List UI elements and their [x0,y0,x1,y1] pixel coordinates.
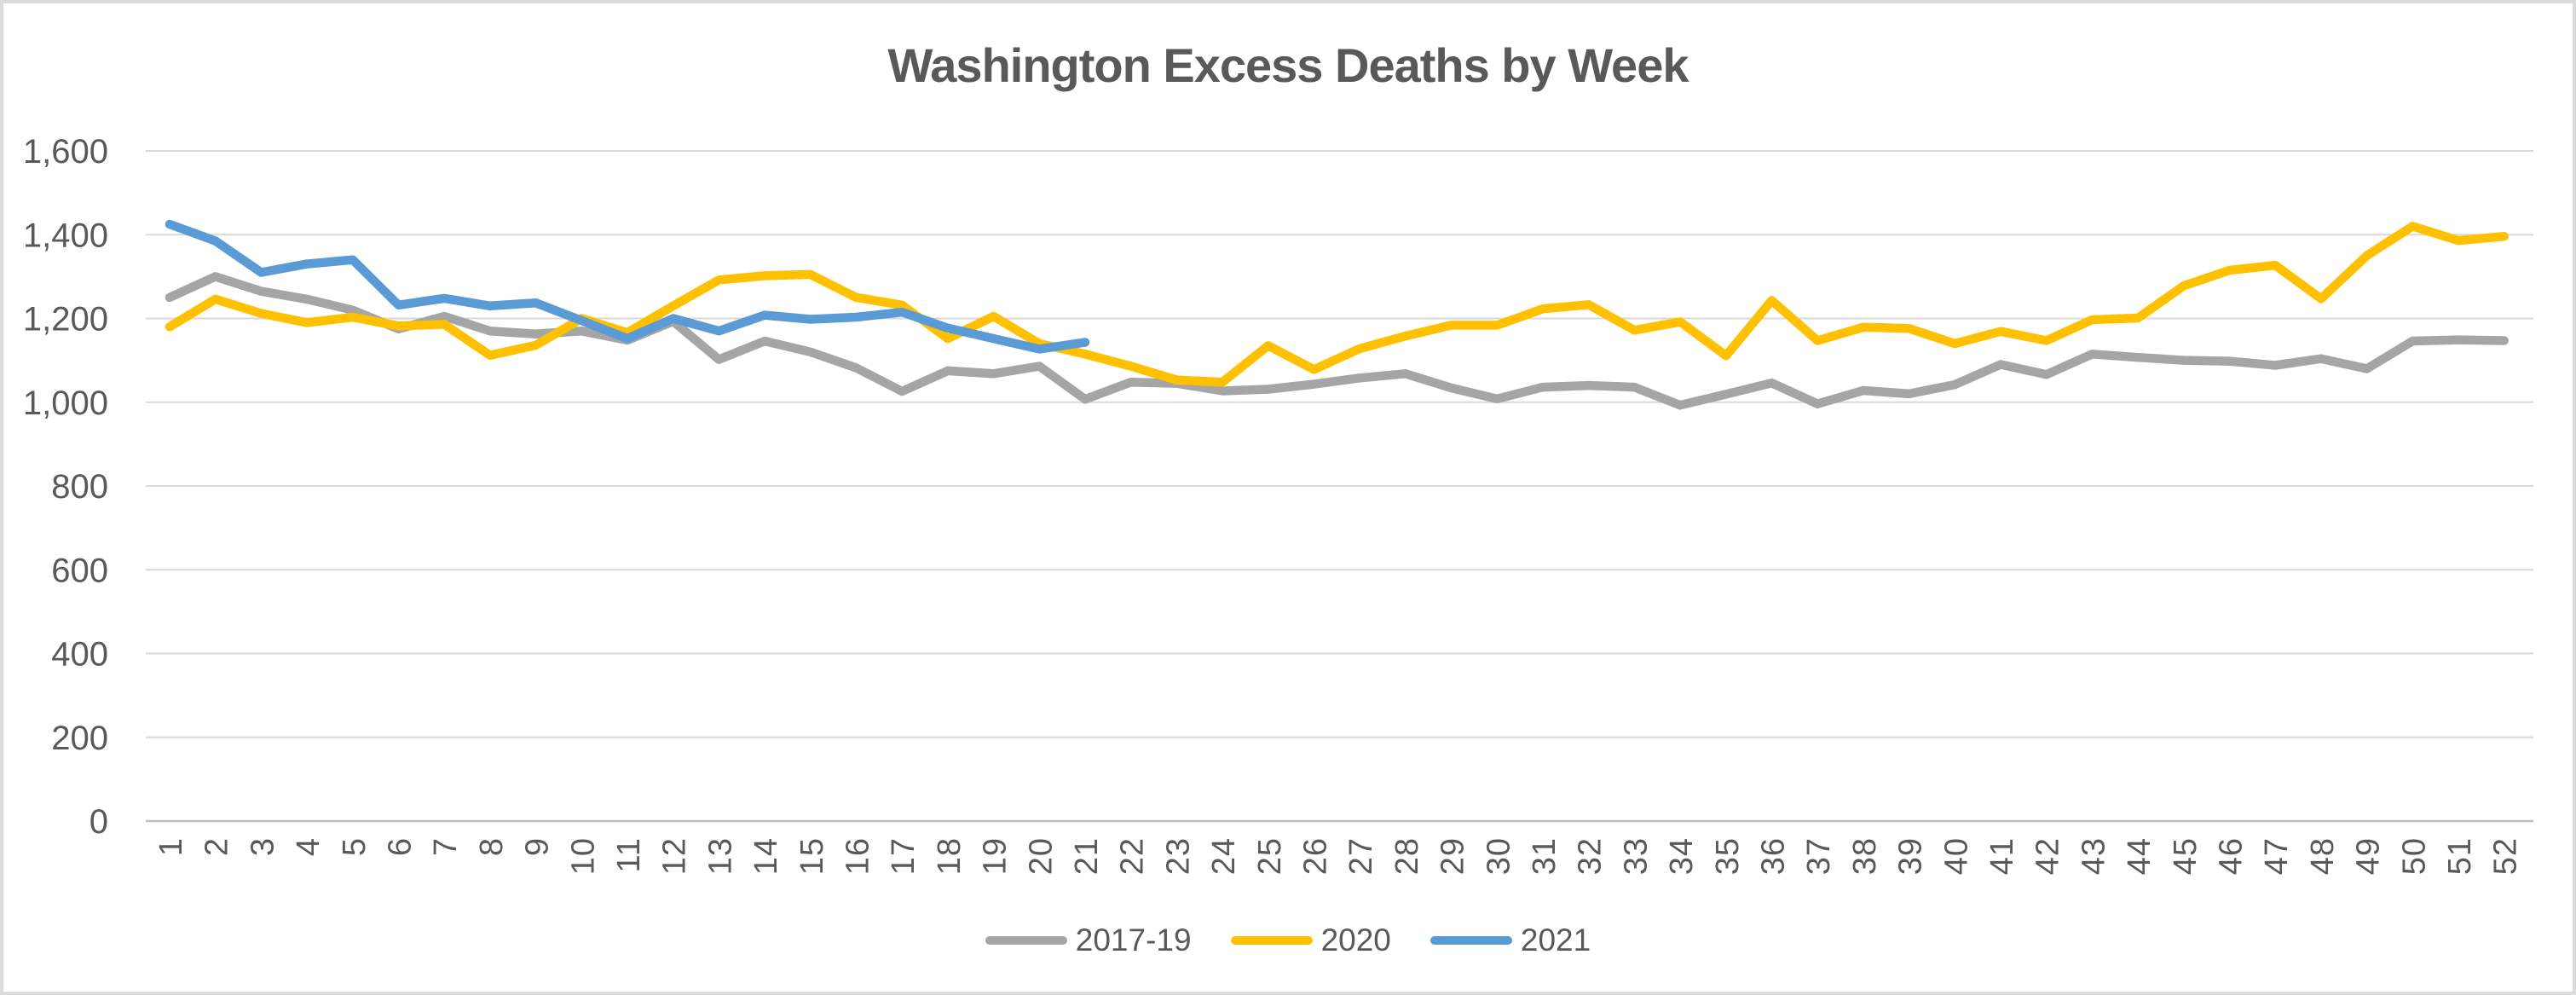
legend-swatch-2021 [1430,936,1512,945]
x-tick-label: 29 [1435,837,1471,875]
x-tick-label: 30 [1481,837,1516,875]
x-tick-label: 51 [2442,837,2478,875]
x-tick-label: 16 [840,837,876,875]
x-tick-label: 49 [2351,837,2387,875]
x-tick-label: 1 [153,837,189,856]
x-tick-label: 12 [657,837,693,875]
x-tick-label: 48 [2305,837,2341,875]
x-tick-label: 5 [337,837,373,856]
x-tick-label: 3 [245,837,280,856]
x-tick-label: 15 [794,837,830,875]
legend-swatch-2020 [1230,936,1313,945]
x-tick-label: 52 [2488,837,2524,875]
x-tick-label: 28 [1389,837,1425,875]
x-tick-label: 25 [1252,837,1288,875]
x-tick-label: 23 [1160,837,1196,875]
x-tick-label: 44 [2122,837,2157,875]
x-tick-label: 18 [932,837,967,875]
x-tick-label: 8 [474,837,510,856]
legend-item-2020: 2020 [1230,923,1391,958]
x-tick-label: 17 [886,837,921,875]
y-tick-label: 400 [51,636,108,674]
x-tick-label: 26 [1298,837,1334,875]
x-tick-label: 7 [428,837,464,856]
x-tick-label: 35 [1710,837,1746,875]
x-tick-label: 27 [1343,837,1379,875]
y-tick-label: 0 [90,803,108,841]
x-tick-label: 47 [2259,837,2295,875]
x-tick-label: 6 [383,837,419,856]
x-tick-label: 24 [1206,837,1242,875]
legend-item-2017-19: 2017-19 [985,923,1192,958]
legend-label-2017-19: 2017-19 [1075,923,1192,957]
x-tick-label: 32 [1573,837,1609,875]
x-tick-label: 4 [291,837,326,856]
legend-label-2020: 2020 [1320,923,1391,957]
x-tick-label: 19 [978,837,1014,875]
legend: 2017-19 2020 2021 [3,923,2573,958]
x-tick-label: 42 [2030,837,2066,875]
x-tick-label: 38 [1847,837,1883,875]
y-tick-label: 200 [51,720,108,757]
x-tick-label: 9 [520,837,556,856]
x-tick-label: 10 [565,837,601,875]
x-tick-label: 39 [1893,837,1929,875]
x-tick-label: 46 [2214,837,2250,875]
legend-label-2021: 2021 [1520,923,1591,957]
x-tick-label: 2 [199,837,235,856]
chart-title: Washington Excess Deaths by Week [887,38,1689,92]
y-tick-label: 1,600 [23,133,108,171]
x-tick-label: 31 [1527,837,1562,875]
legend-swatch-2017-19 [985,936,1067,945]
x-tick-label: 50 [2396,837,2432,875]
x-tick-label: 20 [1023,837,1059,875]
y-tick-label: 1,200 [23,301,108,338]
y-tick-label: 1,000 [23,385,108,422]
series-line-2021 [165,219,1090,354]
x-tick-label: 43 [2076,837,2111,875]
x-tick-label: 22 [1115,837,1151,875]
y-tick-label: 800 [51,468,108,506]
series-line-2020 [165,222,2509,387]
x-tick-label: 40 [1938,837,1974,875]
x-tick-label: 34 [1664,837,1700,875]
x-tick-label: 41 [1984,837,2020,875]
legend-item-2021: 2021 [1430,923,1591,958]
x-tick-label: 13 [702,837,738,875]
x-tick-label: 21 [1069,837,1105,875]
x-tick-label: 45 [2168,837,2203,875]
y-tick-label: 600 [51,552,108,589]
y-tick-label: 1,400 [23,217,108,254]
x-tick-label: 37 [1801,837,1837,875]
x-tick-label: 11 [611,837,647,872]
series-line-2017-19 [165,272,2509,410]
x-tick-label: 36 [1756,837,1792,875]
x-tick-label: 33 [1618,837,1654,875]
x-tick-label: 14 [748,837,784,875]
